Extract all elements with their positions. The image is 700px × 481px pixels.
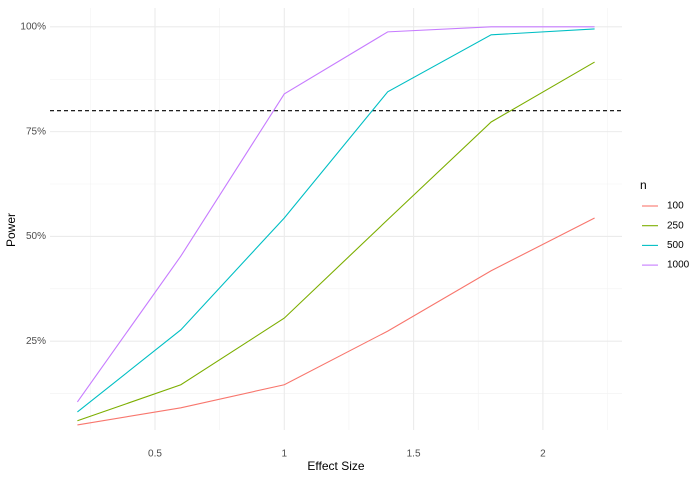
- legend-label: 100: [667, 201, 684, 212]
- y-tick-label: 25%: [26, 336, 46, 347]
- x-tick-label: 1.5: [407, 449, 421, 460]
- series-line: [77, 28, 595, 413]
- y-tick-label: 75%: [26, 126, 46, 137]
- x-axis-title: Effect Size: [307, 459, 364, 473]
- legend-title: n: [640, 178, 647, 192]
- x-tick-label: 0.5: [148, 449, 162, 460]
- y-tick-label: 50%: [26, 231, 46, 242]
- legend-label: 250: [667, 220, 684, 231]
- x-tick-label: 2: [540, 449, 546, 460]
- legend-label: 1000: [667, 260, 690, 271]
- series-line: [76, 26, 595, 403]
- legend-label: 500: [667, 240, 684, 251]
- series-line: [77, 61, 595, 422]
- x-tick-label: 1: [282, 449, 288, 460]
- series-line: [77, 217, 595, 426]
- y-tick-label: 100%: [20, 21, 46, 32]
- y-axis-title: Power: [4, 213, 18, 247]
